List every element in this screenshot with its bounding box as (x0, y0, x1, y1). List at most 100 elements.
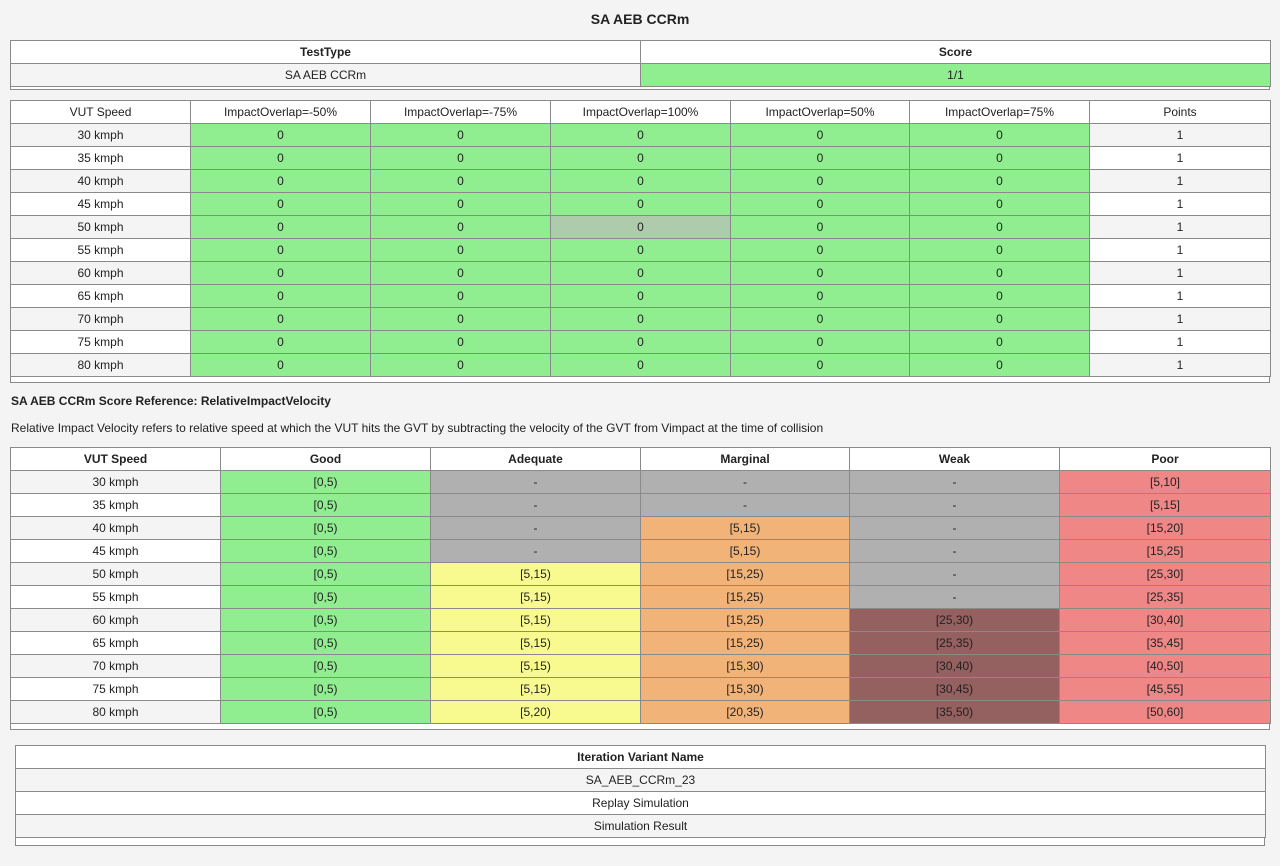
vut-speed: 80 kmph (10, 353, 191, 377)
poor-range: [5,15] (1059, 493, 1271, 517)
result-cell[interactable]: 0 (550, 353, 731, 377)
vut-speed: 65 kmph (10, 631, 221, 655)
vut-speed: 80 kmph (10, 700, 221, 724)
result-cell[interactable]: 0 (730, 215, 910, 239)
result-cell[interactable]: 0 (190, 123, 371, 147)
iteration-header: Iteration Variant Name (15, 745, 1266, 769)
result-cell[interactable]: 0 (370, 146, 551, 170)
vut-speed: 45 kmph (10, 539, 221, 563)
poor-range: [50,60] (1059, 700, 1271, 724)
result-cell[interactable]: 0 (370, 169, 551, 193)
weak-range: [30,40) (849, 654, 1060, 678)
result-cell[interactable]: 0 (730, 261, 910, 285)
result-cell[interactable]: 0 (909, 238, 1090, 262)
reference-row: 35 kmph [0,5) - - - [5,15] (10, 493, 1271, 517)
results-row: 55 kmph 0 0 0 0 0 1 (10, 238, 1271, 262)
result-cell[interactable]: 0 (909, 123, 1090, 147)
result-cell[interactable]: 0 (190, 307, 371, 331)
result-cell[interactable]: 0 (370, 123, 551, 147)
points-cell: 1 (1089, 169, 1271, 193)
marginal-range: [15,30) (640, 654, 850, 678)
result-cell[interactable]: 0 (909, 215, 1090, 239)
points-cell: 1 (1089, 215, 1271, 239)
results-row: 60 kmph 0 0 0 0 0 1 (10, 261, 1271, 285)
result-cell[interactable]: 0 (909, 261, 1090, 285)
results-header-speed: VUT Speed (10, 100, 191, 124)
poor-range: [25,35] (1059, 585, 1271, 609)
result-cell-selected[interactable]: 0 (550, 215, 731, 239)
summary-table: TestType Score SA AEB CCRm 1/1 (10, 40, 1271, 87)
vut-speed: 75 kmph (10, 330, 191, 354)
result-cell[interactable]: 0 (190, 169, 371, 193)
result-cell[interactable]: 0 (550, 284, 731, 308)
result-cell[interactable]: 0 (730, 353, 910, 377)
result-cell[interactable]: 0 (909, 353, 1090, 377)
result-cell[interactable]: 0 (370, 353, 551, 377)
result-cell[interactable]: 0 (550, 146, 731, 170)
result-cell[interactable]: 0 (730, 169, 910, 193)
reference-row: 45 kmph [0,5) - [5,15) - [15,25] (10, 539, 1271, 563)
result-cell[interactable]: 0 (550, 192, 731, 216)
results-row: 75 kmph 0 0 0 0 0 1 (10, 330, 1271, 354)
simulation-result-link[interactable]: Simulation Result (15, 814, 1266, 838)
vut-speed: 50 kmph (10, 562, 221, 586)
result-cell[interactable]: 0 (370, 307, 551, 331)
result-cell[interactable]: 0 (370, 261, 551, 285)
reference-row: 75 kmph [0,5) [5,15) [15,30) [30,45) [45… (10, 677, 1271, 701)
result-cell[interactable]: 0 (730, 307, 910, 331)
replay-simulation-link[interactable]: Replay Simulation (15, 791, 1266, 815)
vut-speed: 60 kmph (10, 261, 191, 285)
result-cell[interactable]: 0 (730, 123, 910, 147)
reference-description: Relative Impact Velocity refers to relat… (11, 421, 824, 435)
adequate-range: - (430, 539, 641, 563)
result-cell[interactable]: 0 (730, 192, 910, 216)
summary-header-score: Score (640, 40, 1271, 64)
result-cell[interactable]: 0 (190, 261, 371, 285)
marginal-range: - (640, 470, 850, 494)
good-range: [0,5) (220, 539, 431, 563)
reference-header-speed: VUT Speed (10, 447, 221, 471)
vut-speed: 35 kmph (10, 493, 221, 517)
result-cell[interactable]: 0 (909, 330, 1090, 354)
result-cell[interactable]: 0 (730, 330, 910, 354)
result-cell[interactable]: 0 (909, 284, 1090, 308)
result-cell[interactable]: 0 (370, 215, 551, 239)
result-cell[interactable]: 0 (190, 330, 371, 354)
result-cell[interactable]: 0 (909, 146, 1090, 170)
result-cell[interactable]: 0 (909, 307, 1090, 331)
result-cell[interactable]: 0 (370, 284, 551, 308)
results-header-overlap-100: ImpactOverlap=100% (550, 100, 731, 124)
reference-row: 40 kmph [0,5) - [5,15) - [15,20] (10, 516, 1271, 540)
summary-score: 1/1 (640, 63, 1271, 87)
marginal-range: [5,15) (640, 539, 850, 563)
points-cell: 1 (1089, 192, 1271, 216)
result-cell[interactable]: 0 (550, 330, 731, 354)
result-cell[interactable]: 0 (730, 238, 910, 262)
result-cell[interactable]: 0 (730, 146, 910, 170)
points-cell: 1 (1089, 123, 1271, 147)
result-cell[interactable]: 0 (909, 192, 1090, 216)
reference-title: SA AEB CCRm Score Reference: RelativeImp… (11, 394, 331, 408)
points-cell: 1 (1089, 284, 1271, 308)
result-cell[interactable]: 0 (550, 261, 731, 285)
result-cell[interactable]: 0 (909, 169, 1090, 193)
results-header-overlap-50: ImpactOverlap=50% (730, 100, 910, 124)
result-cell[interactable]: 0 (370, 330, 551, 354)
good-range: [0,5) (220, 608, 431, 632)
result-cell[interactable]: 0 (550, 123, 731, 147)
result-cell[interactable]: 0 (190, 146, 371, 170)
result-cell[interactable]: 0 (550, 169, 731, 193)
result-cell[interactable]: 0 (190, 353, 371, 377)
result-cell[interactable]: 0 (190, 238, 371, 262)
result-cell[interactable]: 0 (370, 238, 551, 262)
result-cell[interactable]: 0 (730, 284, 910, 308)
result-cell[interactable]: 0 (550, 307, 731, 331)
result-cell[interactable]: 0 (190, 284, 371, 308)
result-cell[interactable]: 0 (190, 192, 371, 216)
results-row: 80 kmph 0 0 0 0 0 1 (10, 353, 1271, 377)
result-cell[interactable]: 0 (370, 192, 551, 216)
good-range: [0,5) (220, 493, 431, 517)
results-row: 70 kmph 0 0 0 0 0 1 (10, 307, 1271, 331)
result-cell[interactable]: 0 (190, 215, 371, 239)
result-cell[interactable]: 0 (550, 238, 731, 262)
